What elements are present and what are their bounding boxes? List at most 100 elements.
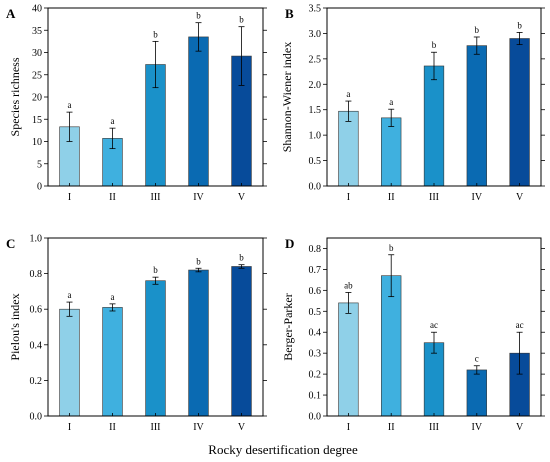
y-tick-label: 0.1 (309, 391, 322, 402)
y-tick-label: 0.6 (309, 286, 322, 297)
panel-label: C (6, 236, 15, 251)
panel-label: A (6, 6, 16, 21)
x-tick-label: V (238, 422, 246, 433)
x-tick-label: I (347, 422, 350, 433)
y-tick-label: 10 (32, 137, 42, 148)
y-tick-label: 0.2 (309, 370, 322, 381)
significance-letter: b (475, 25, 480, 35)
significance-letter: a (111, 116, 115, 126)
panel-label: D (285, 236, 294, 251)
x-tick-label: IV (472, 422, 483, 433)
x-tick-label: III (151, 422, 161, 433)
plot-frame (326, 7, 542, 187)
y-tick-label: 0.5 (309, 156, 322, 167)
y-tick-label: 40 (32, 4, 42, 15)
y-axis-label: Shannon-Wiener index (280, 42, 294, 152)
y-tick-label: 0.2 (30, 376, 43, 387)
bar (423, 342, 445, 417)
bar (509, 38, 530, 187)
y-tick-label: 0.5 (309, 307, 322, 318)
significance-letter: a (68, 100, 72, 110)
y-tick-label: 0.0 (309, 412, 322, 423)
significance-letter: b (389, 243, 394, 253)
y-tick-label: 0.8 (30, 269, 43, 280)
y-tick-label: 3.5 (309, 4, 322, 15)
y-tick-label: 20 (32, 93, 42, 104)
bar (466, 369, 487, 417)
y-tick-label: 15 (32, 115, 42, 126)
y-tick-label: 0.6 (30, 305, 43, 316)
y-tick-label: 1.5 (309, 105, 322, 116)
significance-letter: ab (344, 280, 353, 290)
significance-letter: b (153, 29, 158, 39)
y-tick-label: 35 (32, 26, 42, 37)
y-tick-label: 0.3 (309, 349, 322, 360)
significance-letter: a (389, 97, 393, 107)
panel-label: B (285, 6, 294, 21)
y-tick-label: 3.0 (309, 29, 322, 40)
bar (381, 117, 402, 187)
significance-letter: b (196, 11, 201, 21)
x-tick-label: III (429, 422, 439, 433)
y-tick-label: 5 (37, 159, 42, 170)
bar (231, 266, 252, 417)
y-tick-label: 2.0 (309, 80, 322, 91)
shared-x-axis-label: Rocky desertification degree (208, 442, 358, 457)
y-tick-label: 0.4 (309, 328, 322, 339)
significance-letter: b (432, 40, 437, 50)
bar (102, 307, 123, 417)
x-tick-label: V (516, 192, 524, 203)
y-tick-label: 0 (37, 182, 42, 193)
bar (338, 302, 359, 417)
y-tick-label: 1.0 (30, 234, 43, 245)
chart-panel-c: a Ia II b III b IV b V 0.0 0.2 0.4 0.6 0.8 1.0 C Pielou'… (6, 234, 267, 433)
y-axis-label: Berger-Parker (281, 293, 295, 361)
x-tick-label: II (109, 192, 116, 203)
plot-frame (326, 237, 542, 417)
x-tick-label: V (238, 192, 246, 203)
x-tick-label: III (429, 192, 439, 203)
significance-letter: a (111, 292, 115, 302)
x-tick-label: IV (472, 192, 483, 203)
significance-letter: ac (516, 320, 524, 330)
y-tick-label: 0.8 (309, 244, 322, 255)
x-tick-label: IV (193, 192, 204, 203)
y-tick-label: 2.5 (309, 54, 322, 65)
significance-letter: b (239, 253, 244, 263)
chart-panel-a: a Ia II b III b IV b V 0 5 10 15 20 25 30 35 40 A Species r… (6, 4, 267, 203)
plot-frame (47, 237, 264, 417)
plot-frame (47, 7, 264, 187)
x-tick-label: II (109, 422, 116, 433)
x-tick-label: IV (193, 422, 204, 433)
chart-panel-d: ab Ib II ac III c IV ac V 0.0 0.1 0.2 0.3 0.4 0.5 0.6 0.… (281, 236, 545, 433)
y-tick-label: 1.0 (309, 131, 322, 142)
bar (188, 36, 209, 187)
x-tick-label: I (347, 192, 350, 203)
x-tick-label: II (388, 192, 395, 203)
y-axis-label: Pielou's index (8, 293, 22, 360)
significance-letter: a (346, 89, 350, 99)
bar (145, 280, 166, 417)
x-tick-label: III (151, 192, 161, 203)
y-tick-label: 0.4 (30, 340, 43, 351)
x-tick-label: I (68, 422, 71, 433)
x-tick-label: I (68, 192, 71, 203)
significance-letter: b (196, 256, 201, 266)
bar (338, 110, 359, 187)
y-tick-label: 0.0 (309, 182, 322, 193)
y-tick-label: 0.0 (30, 412, 43, 423)
y-tick-label: 25 (32, 70, 42, 81)
chart-panel-b: a Ia II b III b IV b V 0.0 0.5 1.0 1.5 2.0 2.5 3.0 3.5 B S… (280, 4, 545, 203)
significance-letter: b (153, 265, 158, 275)
significance-letter: b (239, 15, 244, 25)
bar (59, 308, 80, 417)
significance-letter: a (68, 290, 72, 300)
y-axis-label: Species richness (8, 57, 22, 136)
y-tick-label: 30 (32, 48, 42, 59)
x-tick-label: II (388, 422, 395, 433)
bar (466, 45, 487, 187)
bar (423, 65, 445, 187)
bar (188, 269, 209, 417)
y-tick-label: 0.7 (309, 265, 322, 276)
